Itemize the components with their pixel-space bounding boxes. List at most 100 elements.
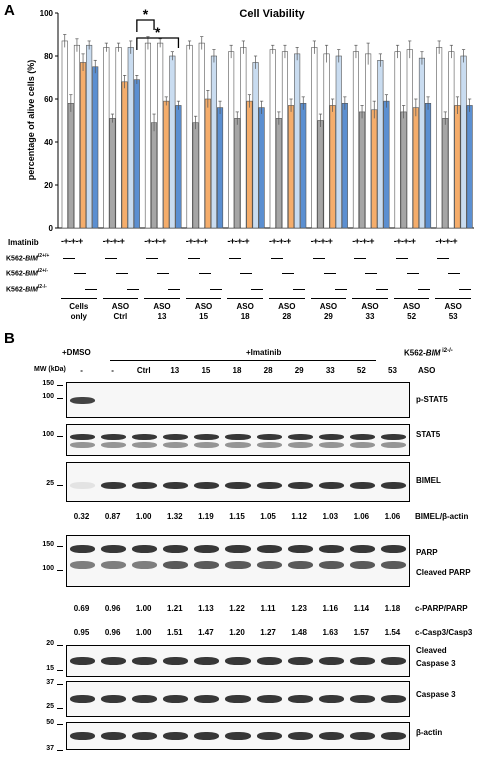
ratio-value: 0.32 bbox=[73, 512, 90, 521]
genotype-dash bbox=[187, 258, 200, 259]
imatinib-row-label: Imatinib bbox=[8, 238, 39, 247]
band bbox=[225, 732, 251, 740]
band bbox=[70, 545, 96, 553]
lane-label: - bbox=[80, 366, 83, 375]
band bbox=[256, 482, 282, 489]
blot-name: p-STAT5 bbox=[416, 395, 448, 404]
band bbox=[132, 434, 158, 440]
lane-label: 33 bbox=[325, 366, 335, 375]
genotype-dash bbox=[437, 258, 450, 259]
ratio-value: 1.00 bbox=[135, 512, 152, 521]
genotype-dash bbox=[334, 289, 347, 290]
mw-marker-label: 100 bbox=[42, 565, 54, 572]
band bbox=[380, 732, 406, 740]
group-underline bbox=[61, 298, 97, 299]
genotype-dash bbox=[74, 273, 86, 274]
band bbox=[101, 561, 127, 569]
genotype-dash bbox=[271, 258, 283, 259]
band bbox=[287, 561, 313, 569]
mw-marker-tick bbox=[57, 485, 63, 486]
ratio-value: 1.54 bbox=[384, 628, 401, 637]
band bbox=[380, 695, 406, 703]
band bbox=[349, 657, 375, 665]
ratio-value: 1.06 bbox=[353, 512, 370, 521]
imatinib-pattern: -+-+-+ bbox=[61, 236, 83, 246]
band bbox=[194, 442, 220, 448]
band bbox=[132, 482, 158, 489]
genotype-dash bbox=[312, 258, 325, 259]
y-tick-label: 40 bbox=[44, 138, 53, 147]
lane-label: 53 bbox=[388, 366, 397, 375]
ratio-value: 1.48 bbox=[291, 628, 307, 637]
band bbox=[287, 442, 313, 448]
band bbox=[380, 482, 406, 489]
band bbox=[101, 482, 127, 489]
band bbox=[163, 442, 189, 448]
ratio-value: 1.47 bbox=[198, 628, 214, 637]
mw-marker-label: 150 bbox=[42, 541, 54, 548]
ratio-value: 1.00 bbox=[135, 604, 152, 613]
group-underline bbox=[269, 298, 305, 299]
band bbox=[70, 434, 96, 440]
ratio-value: 1.12 bbox=[291, 512, 307, 521]
band bbox=[70, 442, 96, 448]
y-tick-label: 0 bbox=[49, 224, 54, 233]
y-tick-label: 60 bbox=[44, 95, 53, 104]
lane-label: 28 bbox=[263, 366, 273, 375]
group-label: ASO 52 bbox=[402, 302, 421, 321]
group-label: ASO Ctrl bbox=[111, 302, 130, 321]
ratio-value: 0.69 bbox=[73, 604, 90, 613]
band bbox=[318, 732, 344, 740]
ratio-value: 1.20 bbox=[229, 628, 245, 637]
ratio-value: 1.13 bbox=[198, 604, 214, 613]
mw-label: MW (kDa) bbox=[34, 366, 66, 373]
lane-label: 13 bbox=[170, 366, 180, 375]
band bbox=[287, 695, 313, 703]
band bbox=[101, 732, 127, 740]
genotype-dash bbox=[229, 258, 242, 259]
genotype-dash bbox=[115, 273, 128, 274]
band bbox=[194, 657, 220, 665]
blot-name: PARP bbox=[416, 548, 438, 557]
ratio-value: 1.23 bbox=[291, 604, 307, 613]
band bbox=[132, 732, 158, 740]
lane-label: Ctrl bbox=[136, 366, 151, 375]
mw-marker-tick bbox=[57, 546, 63, 547]
ratio-value: 1.06 bbox=[384, 512, 401, 521]
genotype-dash bbox=[376, 289, 389, 290]
imatinib-pattern: -+-+-+ bbox=[102, 236, 125, 246]
y-tick-label: 80 bbox=[44, 52, 53, 61]
ratio-value: 1.21 bbox=[167, 604, 183, 613]
ratio-value: 1.57 bbox=[353, 628, 370, 637]
lane-label: 52 bbox=[356, 366, 366, 375]
band bbox=[70, 657, 96, 665]
band bbox=[318, 482, 344, 489]
aso-label: ASO bbox=[418, 366, 436, 375]
band bbox=[287, 657, 313, 665]
band bbox=[256, 434, 282, 440]
imatinib-pattern: -+-+-+ bbox=[393, 236, 416, 246]
band bbox=[194, 545, 220, 553]
ratio-value: 0.87 bbox=[104, 512, 121, 521]
imatinib-pattern: -+-+-+ bbox=[310, 236, 333, 246]
band bbox=[101, 657, 127, 665]
group-underline bbox=[102, 298, 139, 299]
ratio-value: 1.63 bbox=[322, 628, 339, 637]
mw-marker-label: 20 bbox=[46, 640, 54, 647]
group-label: ASO 53 bbox=[444, 302, 462, 321]
blot-name: STAT5 bbox=[416, 430, 441, 439]
group-underline bbox=[144, 298, 180, 299]
blot-4 bbox=[66, 645, 410, 677]
blot-name: Caspase 3 bbox=[416, 690, 456, 699]
group-label: ASO 15 bbox=[194, 302, 213, 321]
ratio-value: 1.19 bbox=[198, 512, 214, 521]
imatinib-pattern: -+-+-+ bbox=[144, 236, 166, 246]
mw-marker-label: 37 bbox=[46, 679, 54, 686]
panel-a-condition-rows: -+-+-+ Cells only -+-+-+ ASO Ctrl -+-+-+ ASO 13 -… bbox=[0, 0, 500, 340]
casp-ratio-label: c-Casp3/Casp3 bbox=[415, 628, 473, 637]
band bbox=[318, 434, 344, 440]
group-underline bbox=[435, 298, 471, 299]
group-label: Cells only bbox=[69, 302, 89, 321]
blot-6 bbox=[66, 722, 410, 750]
bim-wt-row-label: K562-BIMi2+/+ bbox=[6, 253, 50, 263]
